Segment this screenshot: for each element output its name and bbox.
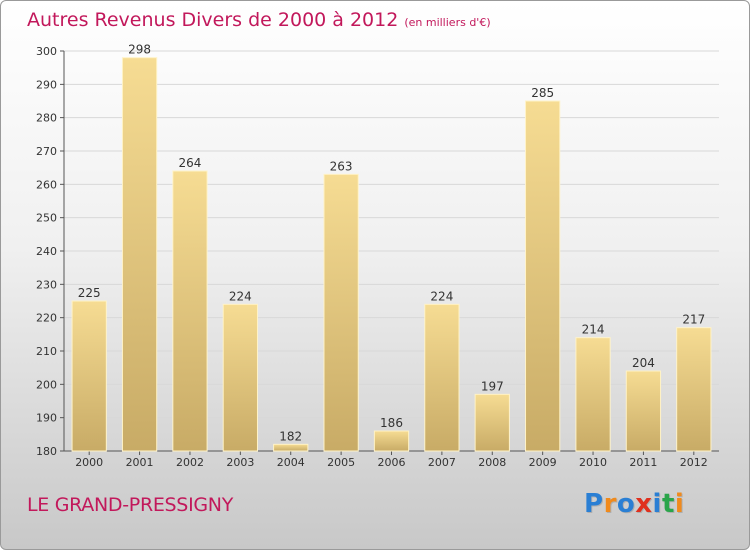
y-tick-label: 290 — [36, 78, 57, 91]
y-tick-label: 220 — [36, 312, 57, 325]
bar-value-label: 285 — [531, 86, 554, 100]
x-tick-label: 2006 — [378, 456, 406, 469]
y-tick-label: 200 — [36, 378, 57, 391]
y-tick-label: 300 — [36, 45, 57, 58]
y-tick-label: 190 — [36, 412, 57, 425]
bar-2003 — [222, 303, 258, 452]
bar-2011 — [625, 370, 662, 452]
bar-value-label: 186 — [380, 416, 403, 430]
x-tick-label: 2004 — [277, 456, 305, 469]
y-tick-label: 260 — [36, 178, 57, 191]
x-tick-label: 2009 — [529, 456, 557, 469]
title-text: Autres Revenus Divers de 2000 à 2012 — [27, 9, 399, 31]
bar-2007 — [424, 303, 460, 452]
logo-letter: o — [616, 489, 636, 519]
logo-letter: r — [603, 489, 617, 519]
bar-2001 — [121, 57, 158, 452]
y-tick-label: 210 — [36, 345, 57, 358]
y-tick-label: 270 — [36, 145, 57, 158]
y-tick-label: 280 — [36, 112, 57, 125]
bar-2000 — [71, 300, 107, 452]
bar-value-label: 298 — [128, 43, 151, 57]
logo-letter: t — [661, 489, 675, 519]
x-tick-label: 2010 — [579, 456, 607, 469]
y-tick-label: 240 — [36, 245, 57, 258]
y-tick-label: 250 — [36, 212, 57, 225]
bar-2004 — [273, 443, 309, 452]
unit-text: (en milliers d'€) — [404, 16, 491, 29]
bar-value-label: 214 — [582, 323, 605, 337]
place-name: LE GRAND-PRESSIGNY — [27, 494, 234, 516]
bar-2002 — [172, 170, 208, 452]
logo-letter: i — [652, 489, 662, 519]
bar-value-label: 182 — [279, 429, 302, 443]
bar-value-label: 263 — [330, 159, 353, 173]
grid-lines — [64, 50, 719, 452]
bar-value-label: 217 — [682, 313, 705, 327]
axes: 180 190 200 210 220 230 240 250 260 270 280 290 300 2… — [36, 45, 719, 469]
bar-value-label: 224 — [229, 289, 252, 303]
logo-letter: i — [674, 489, 685, 519]
bar-2008 — [474, 393, 510, 452]
bar-2009 — [525, 100, 561, 452]
x-tick-label: 2007 — [428, 456, 456, 469]
x-tick-label: 2002 — [176, 456, 204, 469]
logo-letter: P — [584, 489, 604, 519]
x-tick-label: 2008 — [478, 456, 506, 469]
x-tick-label: 2003 — [226, 456, 254, 469]
bars: 225 298 264 224 182 263 186 224 197 285 214 204 217 — [71, 43, 712, 452]
x-tick-label: 2000 — [75, 456, 103, 469]
bar-2010 — [575, 337, 611, 452]
proxiti-logo: Proxiti — [584, 489, 684, 519]
bar-value-label: 224 — [430, 289, 453, 303]
x-tick-label: 2005 — [327, 456, 355, 469]
x-tick-label: 2012 — [680, 456, 708, 469]
bar-value-label: 197 — [481, 379, 504, 393]
bar-2006 — [373, 430, 410, 452]
bar-2005 — [323, 173, 359, 452]
y-tick-label: 230 — [36, 278, 57, 291]
bar-value-label: 225 — [78, 286, 101, 300]
bar-value-label: 204 — [632, 356, 655, 370]
y-tick-label: 180 — [36, 445, 57, 458]
x-tick-label: 2011 — [629, 456, 657, 469]
bar-2012 — [676, 327, 712, 452]
bar-value-label: 264 — [179, 156, 202, 170]
x-tick-label: 2001 — [126, 456, 154, 469]
logo-letter: x — [635, 489, 653, 519]
chart-title: Autres Revenus Divers de 2000 à 2012 (en … — [27, 9, 491, 31]
